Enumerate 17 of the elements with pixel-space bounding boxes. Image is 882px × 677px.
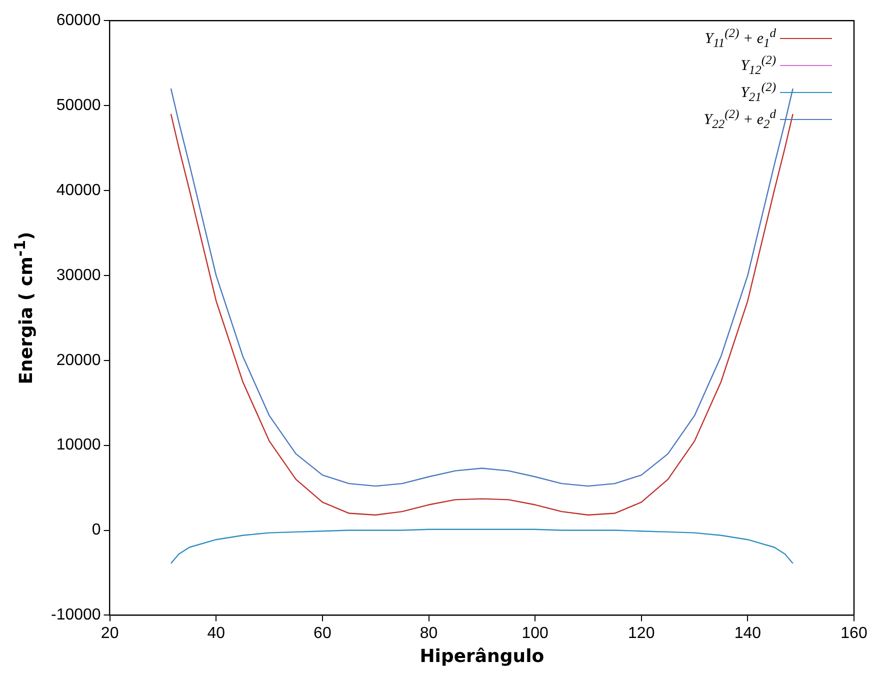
x-axis-title: Hiperângulo <box>420 646 544 667</box>
y-tick-label: 30000 <box>56 266 101 284</box>
x-tick-label: 100 <box>522 625 549 642</box>
x-tick-label: 140 <box>734 625 762 642</box>
x-tick-label: 40 <box>207 625 226 642</box>
x-tick-label: 120 <box>628 625 655 642</box>
y-tick-label: 0 <box>92 522 101 539</box>
x-tick-label: 60 <box>314 625 332 642</box>
y-tick-label: 50000 <box>56 96 101 114</box>
y-tick-label: 40000 <box>56 182 101 199</box>
y-tick-label: 20000 <box>56 352 101 369</box>
y-tick-label: -10000 <box>50 606 101 624</box>
y-tick-label: 10000 <box>56 436 101 454</box>
x-tick-label: 20 <box>100 625 119 642</box>
x-tick-label: 80 <box>420 625 438 642</box>
y-tick-label: 60000 <box>56 12 101 30</box>
x-tick-label: 160 <box>840 625 868 642</box>
